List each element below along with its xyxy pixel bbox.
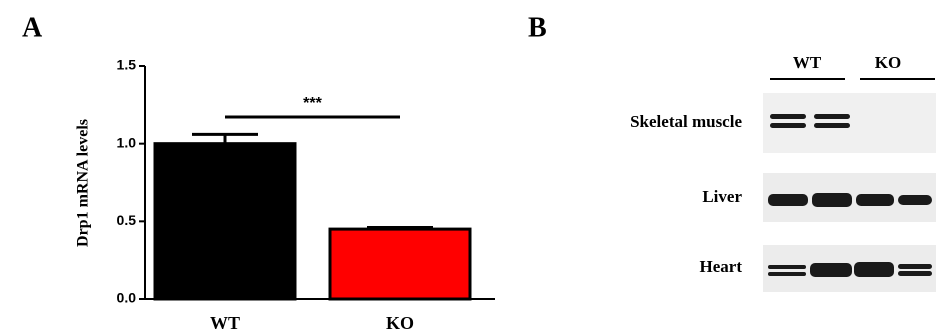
band (768, 194, 808, 206)
band (768, 265, 806, 269)
row-label: Skeletal muscle (630, 112, 742, 131)
band (812, 193, 852, 207)
band (770, 114, 806, 119)
band (768, 272, 806, 276)
panel-label: B (528, 12, 547, 43)
band (814, 114, 850, 119)
band (898, 195, 932, 205)
band (898, 264, 932, 269)
band (856, 194, 894, 206)
row-label: Heart (700, 257, 743, 276)
significance-label: *** (303, 95, 322, 112)
band (854, 262, 894, 277)
group-label: WT (793, 53, 822, 72)
y-tick-label: 0.0 (117, 290, 137, 306)
page: A B Drp1 mRNA levels 0.0 0.5 1.0 1.5 WT KO ***… (0, 0, 936, 336)
x-tick-label: KO (386, 313, 414, 333)
y-tick-label: 0.5 (117, 212, 137, 228)
band (898, 271, 932, 276)
bar (155, 144, 295, 299)
y-tick-label: 1.0 (117, 134, 137, 150)
y-tick-label: 1.5 (117, 57, 137, 73)
group-label: KO (875, 53, 901, 72)
band (810, 263, 852, 277)
western-blot: WT KO Skeletal muscle Liver Heart (630, 53, 936, 292)
bar-chart: 0.0 0.5 1.0 1.5 WT KO *** (117, 57, 495, 333)
bar (330, 229, 470, 299)
panel-label: A (22, 12, 43, 43)
row-label: Liver (702, 187, 742, 206)
band (770, 123, 806, 128)
band (814, 123, 850, 128)
figure: A B Drp1 mRNA levels 0.0 0.5 1.0 1.5 WT KO ***… (0, 0, 936, 336)
y-axis-label: Drp1 mRNA levels (75, 119, 92, 247)
x-tick-label: WT (210, 313, 240, 333)
